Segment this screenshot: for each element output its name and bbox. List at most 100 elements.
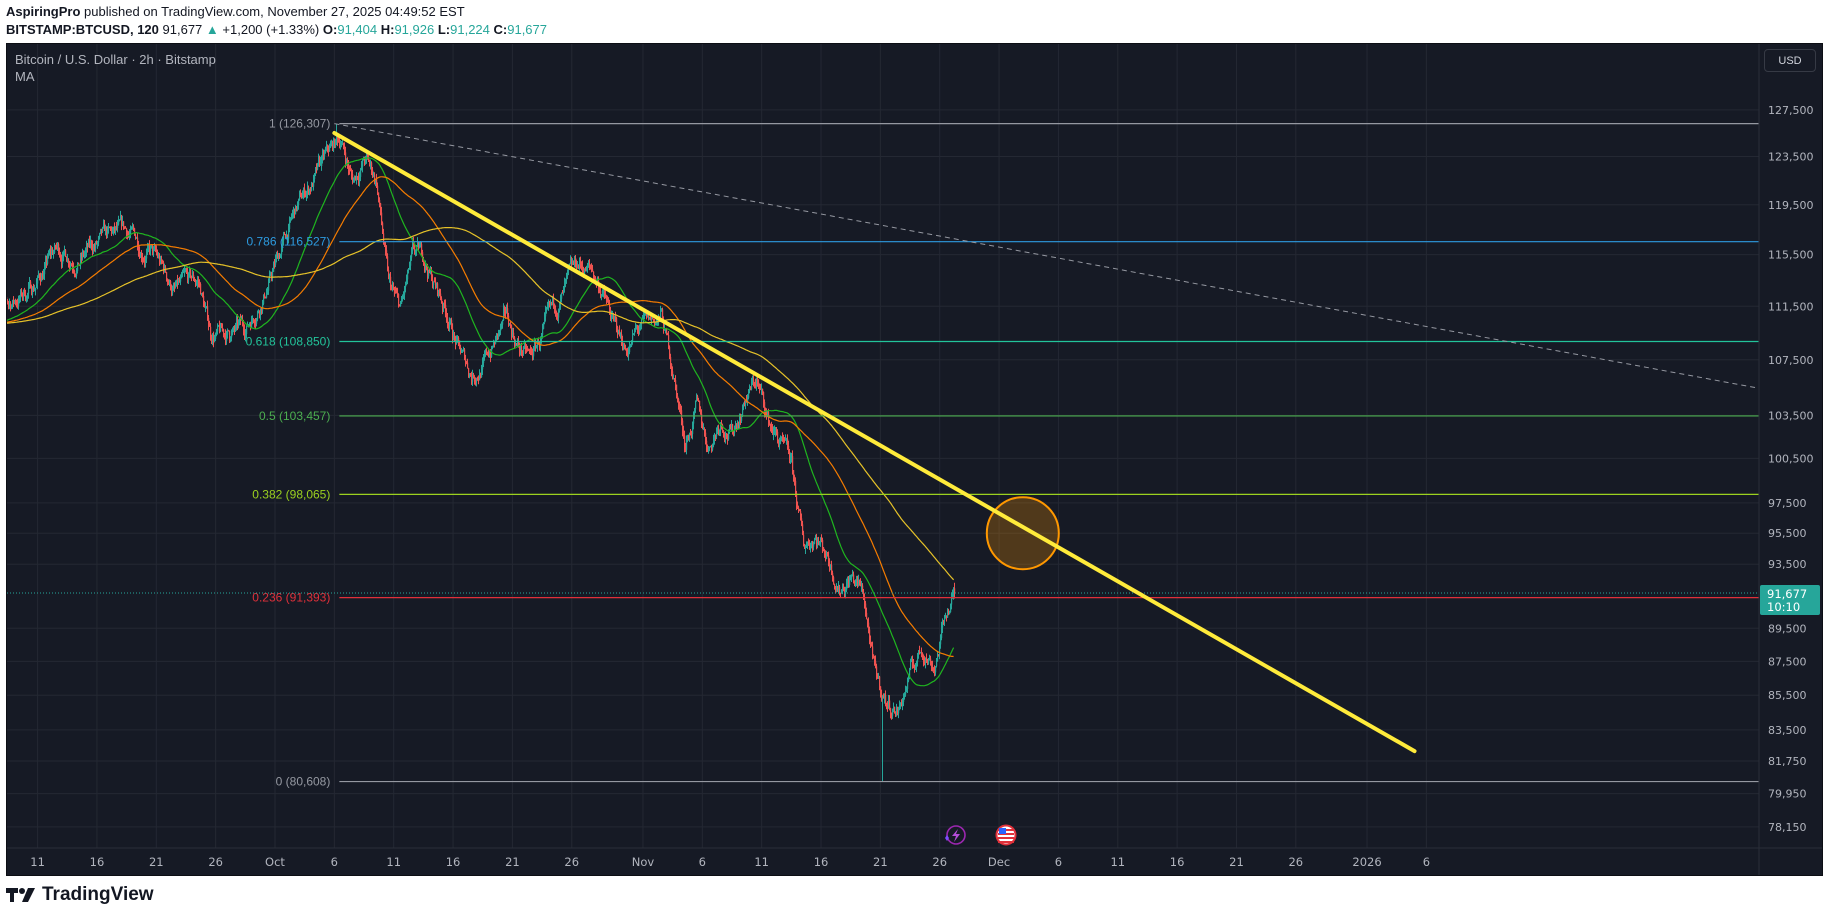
candle-body	[354, 175, 356, 181]
candle	[54, 242, 56, 255]
candle	[122, 215, 124, 227]
candle-body	[499, 330, 501, 332]
candle	[144, 255, 146, 268]
candle-body	[482, 362, 484, 370]
candle-body	[513, 332, 515, 338]
candle	[478, 375, 480, 385]
chart-frame[interactable]	[6, 43, 1823, 876]
candle	[430, 266, 432, 275]
candle-body	[610, 310, 612, 320]
candle-body	[664, 328, 666, 331]
candle	[567, 269, 569, 280]
candle	[929, 654, 931, 661]
candle	[874, 655, 876, 666]
candle-body	[485, 349, 487, 356]
candle	[294, 208, 296, 219]
candle-body	[567, 269, 569, 275]
candle-body	[307, 187, 309, 194]
candle-body	[845, 590, 847, 594]
candle	[381, 206, 383, 226]
candle-body	[229, 330, 231, 337]
candle-body	[920, 652, 922, 654]
candle-body	[278, 255, 280, 259]
candle-body	[824, 551, 826, 556]
candle	[641, 317, 643, 330]
candle	[892, 708, 894, 719]
currency-button[interactable]: USD	[1764, 49, 1816, 72]
candle	[826, 550, 828, 560]
candle	[941, 621, 943, 641]
candle-body	[546, 307, 548, 311]
candle-body	[818, 540, 820, 544]
candle	[789, 448, 791, 464]
tradingview-logo[interactable]: TradingView	[6, 884, 154, 906]
candle-body	[571, 260, 573, 265]
candle	[281, 244, 283, 259]
candle-body	[826, 552, 828, 559]
candle-body	[558, 309, 560, 318]
candle-body	[835, 586, 837, 590]
candle-body	[667, 333, 669, 336]
candle	[939, 641, 941, 660]
candle	[916, 660, 918, 673]
candle	[747, 394, 749, 406]
candle-body	[21, 291, 23, 295]
candle-body	[197, 281, 199, 284]
candle-body	[577, 265, 579, 269]
candle	[575, 254, 577, 268]
candle	[612, 310, 614, 320]
candle	[917, 652, 919, 667]
current-price-badge	[1760, 585, 1820, 616]
candle-body	[882, 696, 884, 698]
candle	[117, 219, 119, 233]
candle-body	[811, 543, 813, 547]
candle	[335, 138, 337, 149]
candle-body	[425, 264, 427, 268]
candle-body	[831, 565, 833, 573]
candle	[678, 397, 680, 410]
indicator-legend-ma[interactable]: MA	[15, 69, 35, 84]
candle-body	[747, 397, 749, 402]
candle-body	[201, 293, 203, 295]
candle-body	[451, 320, 453, 329]
candle-body	[714, 435, 716, 440]
candle-body	[715, 435, 717, 437]
candle	[843, 583, 845, 592]
candle	[344, 142, 346, 156]
candle	[853, 571, 855, 584]
candle-body	[50, 251, 52, 254]
candle-body	[255, 323, 257, 325]
candle-body	[766, 413, 768, 415]
chart-legend-title[interactable]: Bitcoin / U.S. Dollar · 2h · Bitstamp	[15, 52, 216, 67]
candle	[540, 336, 542, 352]
candle-body	[532, 353, 534, 357]
lightning-event-icon[interactable]	[945, 825, 966, 845]
candle-body	[855, 580, 857, 583]
candle	[487, 351, 489, 356]
candle	[716, 427, 718, 440]
candle	[820, 537, 822, 547]
candle-body	[526, 349, 528, 351]
candle-body	[298, 198, 300, 205]
candle	[256, 317, 258, 327]
candle	[477, 376, 479, 381]
candle-body	[853, 574, 855, 581]
candle-body	[523, 348, 525, 354]
candle-body	[299, 193, 301, 199]
candle-body	[320, 160, 322, 165]
candle	[396, 287, 398, 294]
candle	[0, 310, 1, 319]
candle-body	[265, 296, 267, 298]
candle-body	[489, 354, 491, 357]
candle-body	[529, 349, 531, 351]
candle	[588, 260, 590, 268]
candle	[156, 245, 158, 256]
candle-body	[474, 377, 476, 380]
candle	[590, 264, 592, 270]
candle	[823, 546, 825, 552]
candle	[849, 575, 851, 588]
candle-body	[697, 396, 699, 401]
candle	[888, 694, 890, 709]
us-flag-event-icon[interactable]	[995, 824, 1017, 846]
